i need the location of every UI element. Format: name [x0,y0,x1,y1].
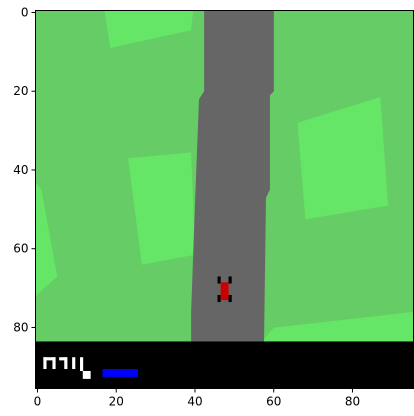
y-tick-label: 40 [13,163,28,177]
y-tick-label: 20 [13,84,28,98]
y-tick-label: 80 [13,320,28,334]
x-tick-label: 60 [266,395,281,409]
y-tick-label: 60 [13,242,28,256]
game-frame [36,11,414,389]
status-panel [36,341,414,388]
x-tick-label: 20 [109,395,124,409]
figure: 0 20 40 60 80 0 20 40 60 80 [0,0,414,416]
x-tick-label: 0 [34,395,42,409]
y-tick-label: 0 [21,5,29,19]
x-tick-label: 80 [345,395,360,409]
x-tick-label: 40 [187,395,202,409]
speed-bar [102,369,137,377]
